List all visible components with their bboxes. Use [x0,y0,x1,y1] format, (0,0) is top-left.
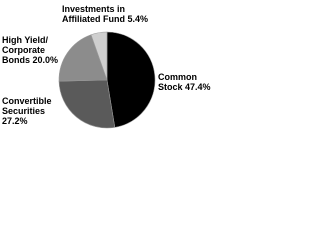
category-label: High Yield/ Corporate Bonds [2,35,49,65]
category-label: Investments in Affiliated Fund [62,4,126,24]
category-label: Common Stock [158,72,197,92]
value-label: 47.4% [185,82,211,92]
pie [58,31,156,129]
category-label: Convertible Securities [2,96,52,116]
pie-slice [90,31,108,81]
pie-slice [58,79,116,129]
value-label: 20.0% [32,55,59,65]
slice-label: High Yield/ Corporate Bonds 20.0% [2,35,64,65]
chart: Common Stock 47.4% Convertible Securitie… [0,0,211,136]
value-label: 5.4% [127,14,149,24]
slice-label: Convertible Securities 27.2% [2,96,64,126]
slice-label: Investments in Affiliated Fund 5.4% [62,4,162,24]
slice-label: Common Stock 47.4% [158,72,211,92]
value-label: 27.2% [2,116,28,126]
pie-slice [106,31,156,128]
